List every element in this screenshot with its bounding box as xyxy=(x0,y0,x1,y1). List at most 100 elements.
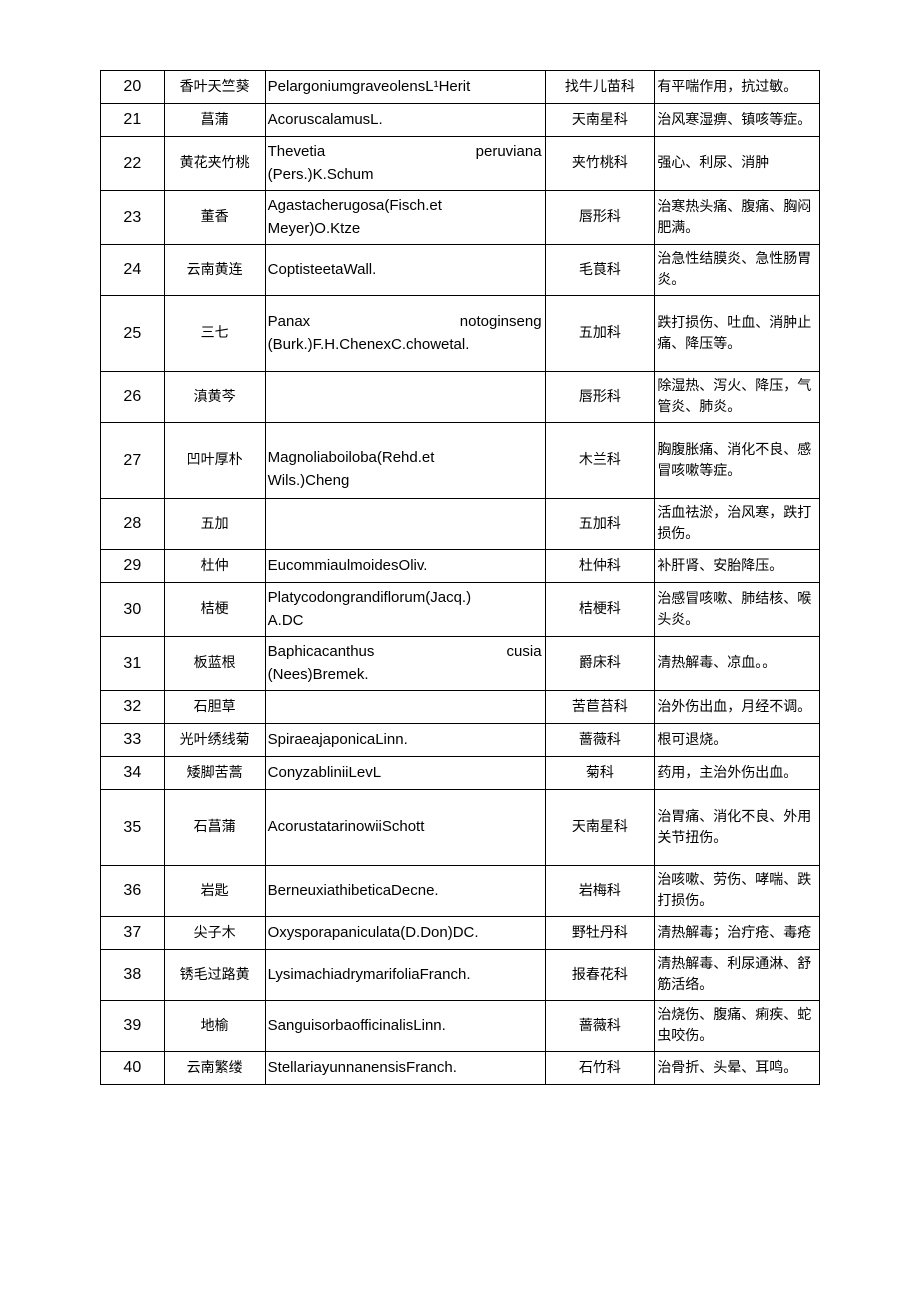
table-row: 35石菖蒲AcorustatarinowiiSchott天南星科治胃痛、消化不良… xyxy=(101,790,820,866)
medicinal-use: 清热解毒；治疔疮、毒疮 xyxy=(655,917,820,950)
plant-name: 香叶天竺葵 xyxy=(164,71,265,104)
latin-name: AcoruscalamusL. xyxy=(265,104,545,137)
latin-name xyxy=(265,372,545,423)
plant-family: 唇形科 xyxy=(545,191,655,245)
plant-family: 蔷薇科 xyxy=(545,724,655,757)
latin-name xyxy=(265,691,545,724)
plant-family: 蔷薇科 xyxy=(545,1001,655,1052)
plant-name: 杜仲 xyxy=(164,550,265,583)
plant-name: 云南黄连 xyxy=(164,245,265,296)
plant-family: 苦苣苔科 xyxy=(545,691,655,724)
row-number: 20 xyxy=(101,71,165,104)
plant-name: 锈毛过路黄 xyxy=(164,950,265,1001)
medicinal-use: 根可退烧。 xyxy=(655,724,820,757)
row-number: 33 xyxy=(101,724,165,757)
latin-part: Meyer)O.Ktze xyxy=(268,218,542,241)
plant-family: 找牛儿苗科 xyxy=(545,71,655,104)
latin-part: Wils.)Cheng xyxy=(268,470,542,493)
plant-name: 地榆 xyxy=(164,1001,265,1052)
plant-family: 菊科 xyxy=(545,757,655,790)
row-number: 23 xyxy=(101,191,165,245)
plant-name: 凹叶厚朴 xyxy=(164,423,265,499)
row-number: 26 xyxy=(101,372,165,423)
latin-name: BerneuxiathibeticaDecne. xyxy=(265,866,545,917)
latin-part: (Burk.)F.H.ChenexC.chowetal. xyxy=(268,334,542,357)
plant-family: 夹竹桃科 xyxy=(545,137,655,191)
latin-name: LysimachiadrymarifoliaFranch. xyxy=(265,950,545,1001)
latin-part: cusia xyxy=(507,641,542,664)
latin-part: Platycodongrandiflorum(Jacq.) xyxy=(268,587,542,610)
plant-family: 木兰科 xyxy=(545,423,655,499)
latin-part: A.DC xyxy=(268,610,542,633)
medicinal-use: 胸腹胀痛、消化不良、感冒咳嗽等症。 xyxy=(655,423,820,499)
table-row: 40云南繁缕StellariayunnanensisFranch.石竹科治骨折、… xyxy=(101,1052,820,1085)
plant-family: 五加科 xyxy=(545,296,655,372)
medicinal-use: 有平喘作用，抗过敏。 xyxy=(655,71,820,104)
plant-family: 报春花科 xyxy=(545,950,655,1001)
plant-name: 尖子木 xyxy=(164,917,265,950)
plant-family: 天南星科 xyxy=(545,790,655,866)
medicinal-use: 治骨折、头晕、耳鸣。 xyxy=(655,1052,820,1085)
latin-name: Oxysporapaniculata(D.Don)DC. xyxy=(265,917,545,950)
table-row: 39地榆SanguisorbaofficinalisLinn.蔷薇科治烧伤、腹痛… xyxy=(101,1001,820,1052)
row-number: 30 xyxy=(101,583,165,637)
plant-name: 云南繁缕 xyxy=(164,1052,265,1085)
plant-family: 毛茛科 xyxy=(545,245,655,296)
row-number: 27 xyxy=(101,423,165,499)
latin-part: notoginseng xyxy=(460,311,542,334)
medicinal-use: 清热解毒、凉血。。 xyxy=(655,637,820,691)
medicinal-use: 治急性结膜炎、急性肠胃炎。 xyxy=(655,245,820,296)
latin-name: Baphicacanthus cusia(Nees)Bremek. xyxy=(265,637,545,691)
medicinal-use: 治烧伤、腹痛、痢疾、蛇虫咬伤。 xyxy=(655,1001,820,1052)
latin-name: Thevetiaperuviana(Pers.)K.Schum xyxy=(265,137,545,191)
latin-part: Magnoliaboiloba(Rehd.et xyxy=(268,447,542,470)
plant-name: 矮脚苦蒿 xyxy=(164,757,265,790)
table-row: 30桔梗Platycodongrandiflorum(Jacq.)A.DC桔梗科… xyxy=(101,583,820,637)
latin-name: AcorustatarinowiiSchott xyxy=(265,790,545,866)
row-number: 25 xyxy=(101,296,165,372)
medicinal-use: 治寒热头痛、腹痛、胸闷肥满。 xyxy=(655,191,820,245)
row-number: 24 xyxy=(101,245,165,296)
latin-name xyxy=(265,499,545,550)
row-number: 21 xyxy=(101,104,165,137)
table-row: 31板蓝根Baphicacanthuscusia(Nees)Bremek.爵床科… xyxy=(101,637,820,691)
table-row: 20香叶天竺葵PelargoniumgraveolensL¹Herit找牛儿苗科… xyxy=(101,71,820,104)
plant-name: 五加 xyxy=(164,499,265,550)
plant-name: 菖蒲 xyxy=(164,104,265,137)
table-row: 32石胆草苦苣苔科治外伤出血，月经不调。 xyxy=(101,691,820,724)
row-number: 34 xyxy=(101,757,165,790)
table-row: 36岩匙BerneuxiathibeticaDecne.岩梅科治咳嗽、劳伤、哮喘… xyxy=(101,866,820,917)
latin-name: StellariayunnanensisFranch. xyxy=(265,1052,545,1085)
row-number: 39 xyxy=(101,1001,165,1052)
plant-family: 杜仲科 xyxy=(545,550,655,583)
latin-part: Panax xyxy=(268,311,311,334)
row-number: 38 xyxy=(101,950,165,1001)
plant-family: 五加科 xyxy=(545,499,655,550)
latin-name: CoptisteetaWall. xyxy=(265,245,545,296)
plant-family: 野牡丹科 xyxy=(545,917,655,950)
latin-part: Baphicacanthus xyxy=(268,641,375,664)
row-number: 29 xyxy=(101,550,165,583)
latin-name: Agastacherugosa(Fisch.etMeyer)O.Ktze xyxy=(265,191,545,245)
latin-name: Magnoliaboiloba(Rehd.etWils.)Cheng xyxy=(265,423,545,499)
table-row: 33光叶绣线菊SpiraeajaponicaLinn.蔷薇科根可退烧。 xyxy=(101,724,820,757)
row-number: 35 xyxy=(101,790,165,866)
latin-part: (Nees)Bremek. xyxy=(268,664,542,687)
plant-name: 石菖蒲 xyxy=(164,790,265,866)
table-row: 25三七Panaxnotoginseng(Burk.)F.H.ChenexC.c… xyxy=(101,296,820,372)
table-row: 34矮脚苦蒿ConyzabliniiLevL菊科药用，主治外伤出血。 xyxy=(101,757,820,790)
plant-family: 爵床科 xyxy=(545,637,655,691)
plant-family: 桔梗科 xyxy=(545,583,655,637)
table-row: 22黄花夹竹桃Thevetiaperuviana(Pers.)K.Schum夹竹… xyxy=(101,137,820,191)
table-row: 24云南黄连CoptisteetaWall.毛茛科治急性结膜炎、急性肠胃炎。 xyxy=(101,245,820,296)
latin-name: PelargoniumgraveolensL¹Herit xyxy=(265,71,545,104)
row-number: 22 xyxy=(101,137,165,191)
plant-family: 天南星科 xyxy=(545,104,655,137)
latin-part: (Pers.)K.Schum xyxy=(268,164,542,187)
medicinal-use: 治风寒湿痹、镇咳等症。 xyxy=(655,104,820,137)
latin-name: Panax notoginseng(Burk.)F.H.ChenexC.chowe… xyxy=(265,296,545,372)
table-row: 28五加五加科活血祛淤，治风寒，跌打损伤。 xyxy=(101,499,820,550)
table-row: 29杜仲EucommiaulmoidesOliv.杜仲科补肝肾、安胎降压。 xyxy=(101,550,820,583)
medicinal-use: 治咳嗽、劳伤、哮喘、跌打损伤。 xyxy=(655,866,820,917)
plant-name: 石胆草 xyxy=(164,691,265,724)
